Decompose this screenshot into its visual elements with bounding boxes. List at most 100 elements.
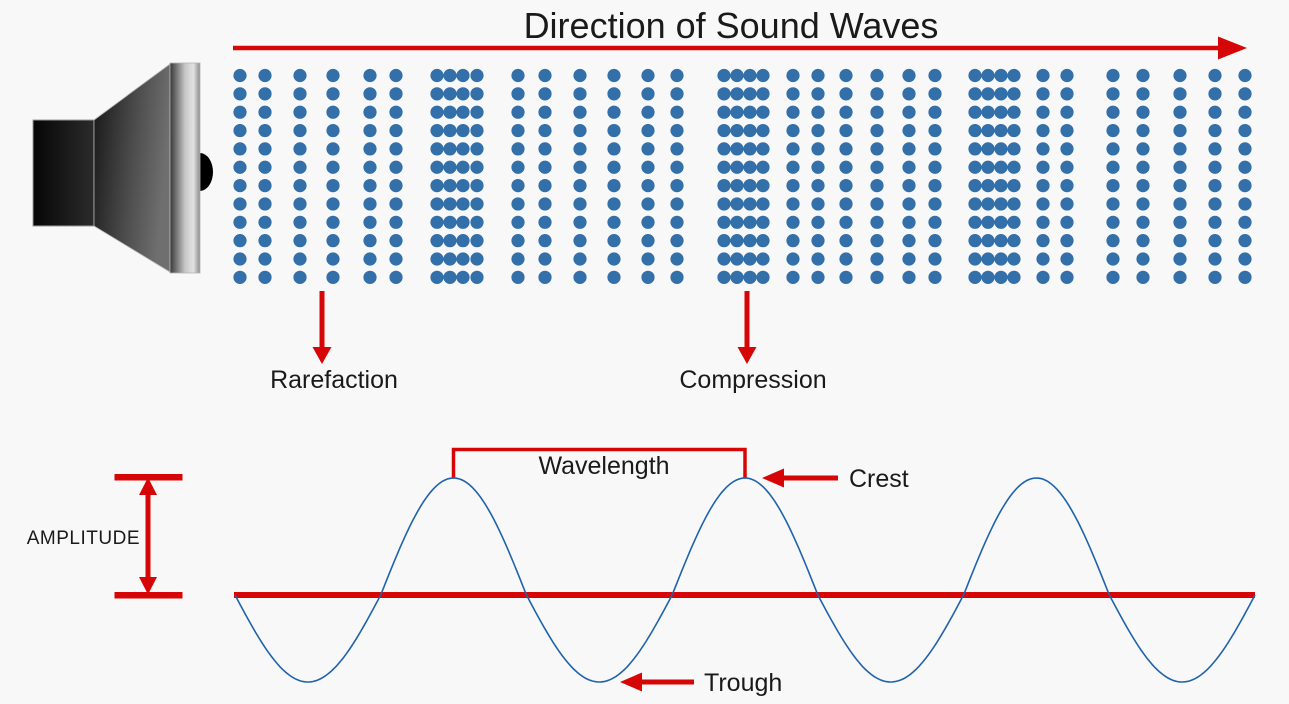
amplitude-label: AMPLITUDE <box>27 528 140 549</box>
particle-dot <box>456 234 470 248</box>
particle-dot <box>1208 142 1222 156</box>
particle-dot <box>293 179 307 193</box>
particle-dot <box>326 179 340 193</box>
particle-dot <box>641 215 655 229</box>
particle-dot <box>233 270 247 284</box>
particle-dot <box>389 160 403 174</box>
particle-dot <box>1173 270 1187 284</box>
particle-dot <box>1136 270 1150 284</box>
particle-dot <box>928 68 942 83</box>
particle-dot <box>1106 142 1120 156</box>
particle-dot <box>363 105 377 119</box>
direction-arrow-head <box>1218 36 1247 60</box>
particle-dot <box>811 68 825 83</box>
speaker-front-panel <box>169 62 201 274</box>
particle-dot <box>326 142 340 156</box>
particle-dot <box>1106 105 1120 119</box>
particle-dot <box>870 123 884 138</box>
particle-dot <box>994 270 1008 284</box>
particle-dot <box>928 179 942 193</box>
particle-dot <box>293 87 307 101</box>
particle-dot <box>258 197 272 211</box>
particle-dot <box>717 142 731 156</box>
particle-dot <box>839 252 853 266</box>
particle-dot <box>1007 234 1021 248</box>
particle-dot <box>389 234 403 248</box>
particle-dot <box>363 160 377 174</box>
wavelength-bracket <box>451 447 747 478</box>
particle-dot <box>811 87 825 101</box>
particle-dot <box>811 197 825 211</box>
particle-dot <box>717 270 731 284</box>
particle-dot <box>1173 215 1187 229</box>
particle-dot <box>1007 215 1021 229</box>
particle-dot <box>968 252 982 266</box>
particle-dot <box>389 197 403 211</box>
particle-dot <box>363 142 377 156</box>
particle-dot <box>756 252 770 266</box>
particle-dot <box>443 234 457 248</box>
trough-label: Trough <box>704 669 782 697</box>
particle-dot <box>1007 197 1021 211</box>
particle-dot <box>233 87 247 101</box>
particle-dot <box>293 142 307 156</box>
particle-dot <box>786 215 800 229</box>
particle-dot <box>928 142 942 156</box>
particle-dot <box>607 234 621 248</box>
particle-dot <box>641 68 655 83</box>
particle-dot <box>573 160 587 174</box>
particle-dot <box>1106 270 1120 284</box>
particle-dot <box>839 270 853 284</box>
crest-arrow-head <box>762 468 784 488</box>
particle-dot <box>968 160 982 174</box>
particle-dot <box>870 270 884 284</box>
particle-dot <box>730 68 744 83</box>
particle-dot <box>1036 123 1050 138</box>
particle-dot <box>902 197 916 211</box>
particle-dot <box>1007 87 1021 101</box>
particle-dot <box>756 215 770 229</box>
particle-dot <box>607 215 621 229</box>
particle-dot <box>293 105 307 119</box>
loudspeaker-icon <box>32 62 213 274</box>
particle-dot <box>717 234 731 248</box>
particle-dot <box>511 215 525 229</box>
particle-dot <box>811 105 825 119</box>
particle-dot <box>756 197 770 211</box>
particle-dot <box>573 123 587 138</box>
particle-dot <box>1106 123 1120 138</box>
particle-dot <box>233 234 247 248</box>
particle-dot <box>1136 87 1150 101</box>
particle-dot <box>538 87 552 101</box>
particle-dot <box>511 252 525 266</box>
particle-dot <box>389 270 403 284</box>
particle-dot <box>363 68 377 83</box>
particle-dot <box>717 105 731 119</box>
particle-dot <box>730 252 744 266</box>
particle-dot <box>511 87 525 101</box>
particle-dot <box>994 105 1008 119</box>
particle-dot <box>1173 179 1187 193</box>
trough-arrow-head <box>620 672 642 692</box>
particle-dot <box>1238 197 1252 211</box>
particle-dot <box>326 270 340 284</box>
particle-dot <box>641 179 655 193</box>
particle-dot <box>607 105 621 119</box>
particle-dot <box>641 234 655 248</box>
particle-dot <box>1060 179 1074 193</box>
particle-dot <box>756 160 770 174</box>
particle-dot <box>326 215 340 229</box>
particle-dot <box>456 179 470 193</box>
particle-dot <box>981 234 995 248</box>
particle-dot <box>1238 68 1252 83</box>
particle-dot <box>470 142 484 156</box>
particle-dot <box>607 252 621 266</box>
particle-dot <box>1007 68 1021 83</box>
particle-dot <box>756 123 770 138</box>
particle-dot <box>233 142 247 156</box>
particle-dot <box>968 234 982 248</box>
particle-dot <box>902 123 916 138</box>
particle-dot <box>430 252 444 266</box>
particle-dot <box>902 160 916 174</box>
particle-dot <box>786 105 800 119</box>
